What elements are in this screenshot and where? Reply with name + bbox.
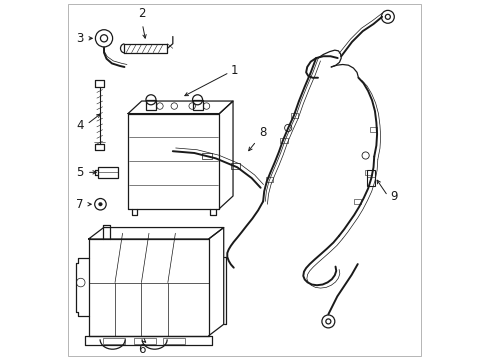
Bar <box>265 177 273 183</box>
Text: 7: 7 <box>76 198 84 211</box>
Bar <box>366 170 374 186</box>
Bar <box>98 167 118 178</box>
Text: 3: 3 <box>77 32 84 45</box>
Bar <box>353 199 361 204</box>
Text: 6: 6 <box>138 343 146 356</box>
Circle shape <box>99 202 102 206</box>
Bar <box>280 138 287 143</box>
Text: 2: 2 <box>138 8 146 21</box>
Text: 5: 5 <box>77 166 84 179</box>
Text: 1: 1 <box>230 64 238 77</box>
Bar <box>192 100 202 110</box>
Bar <box>230 163 240 170</box>
Bar <box>134 338 156 344</box>
Bar <box>163 338 184 344</box>
Bar <box>202 153 211 159</box>
Text: 9: 9 <box>390 189 397 203</box>
Bar <box>145 100 156 110</box>
Text: 4: 4 <box>76 119 84 132</box>
Bar <box>364 170 371 175</box>
Bar <box>369 127 376 132</box>
Text: 8: 8 <box>258 126 265 139</box>
Bar <box>103 338 124 344</box>
Bar <box>290 113 298 118</box>
